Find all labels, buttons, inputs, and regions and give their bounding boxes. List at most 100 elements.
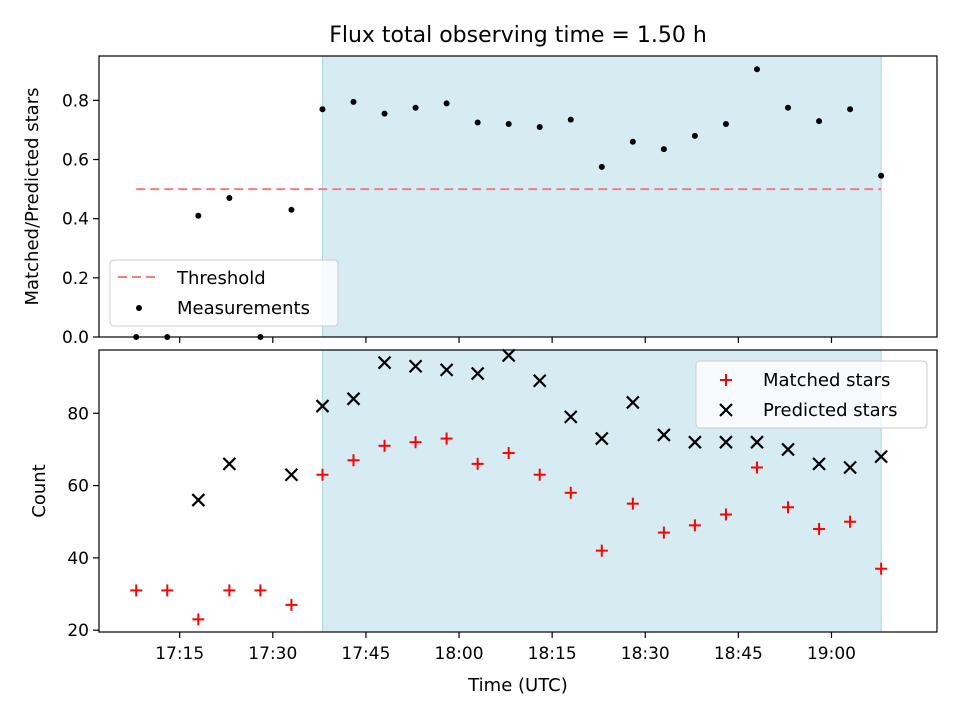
measurement-point (350, 98, 357, 105)
y-tick-label: 80 (67, 404, 89, 424)
legend-measurements-label: Measurements (177, 298, 310, 319)
matched-star-point (254, 584, 267, 597)
legend-matched-label: Matched stars (763, 370, 890, 391)
y-tick-label: 20 (67, 621, 89, 641)
legend-predicted-swatch (719, 403, 733, 417)
count-plot-frame (98, 349, 938, 633)
y-tick-label: 60 (67, 477, 89, 497)
predicted-star-point (284, 467, 299, 482)
matched-star-point (285, 598, 298, 611)
matched-star-point (750, 461, 763, 474)
measurement-point (536, 123, 543, 130)
cross-stroke (657, 428, 671, 442)
matched-star-point (471, 457, 484, 470)
observing-window-shade (321, 55, 882, 338)
measurement-point (381, 110, 388, 117)
predicted-star-point (719, 435, 733, 449)
matched-star-point (875, 562, 888, 575)
predicted-star-point (843, 460, 857, 475)
measurement-point (785, 104, 792, 111)
cross-stroke (626, 395, 640, 410)
x-tick-label: 18:30 (621, 644, 670, 664)
matched-star-point (626, 497, 639, 510)
x-tick-label: 18:45 (714, 644, 763, 664)
y-tick-label: 0.0 (62, 328, 89, 348)
predicted-star-point (222, 457, 237, 471)
predicted-star-point (563, 410, 578, 424)
cross-stroke (315, 399, 330, 413)
predicted-star-point (626, 395, 640, 410)
count-legend-box (695, 360, 928, 429)
matched-star-point (782, 501, 795, 514)
measurement-point (722, 121, 729, 128)
count-x-ticks: 17:15 17:30 17:45 18:00 18:15 18:30 18:45 19:00 (155, 632, 856, 664)
x-axis-label: Time (UTC) (467, 675, 568, 696)
measurement-point (288, 206, 295, 213)
cross-stroke (781, 442, 795, 457)
predicted-star-point (439, 363, 454, 377)
measurement-point (691, 132, 698, 139)
count-y-axis-label: Count (29, 464, 50, 517)
predicted-star-point (874, 449, 888, 464)
measurement-point (598, 163, 605, 170)
x-tick-label: 18:15 (528, 644, 577, 664)
cross-stroke (595, 431, 609, 446)
matched-star-point (564, 486, 577, 499)
matched-star-point (316, 468, 329, 481)
predicted-star-point (781, 442, 795, 457)
cross-stroke (439, 363, 454, 377)
y-tick-label: 40 (67, 549, 89, 569)
matched-star-point (657, 526, 670, 539)
predicted-star-point (377, 355, 392, 370)
legend-threshold-label: Threshold (176, 268, 266, 289)
x-tick-label: 17:30 (248, 644, 297, 664)
cross-stroke (563, 410, 578, 424)
predicted-stars-points (191, 348, 888, 507)
cross-stroke (470, 366, 485, 381)
matched-star-point (719, 508, 732, 521)
matched-star-point (688, 519, 701, 532)
matched-star-point (409, 436, 422, 449)
matched-star-point (595, 544, 608, 557)
cross-stroke (874, 449, 888, 464)
predicted-star-point (346, 392, 361, 406)
x-tick-label: 17:45 (341, 644, 390, 664)
legend-matched-swatch (720, 374, 732, 386)
cross-stroke (346, 392, 361, 406)
x-tick-label: 18:00 (435, 644, 484, 664)
y-tick-label: 0.2 (62, 269, 89, 289)
measurement-point (443, 100, 450, 107)
count-legend: Matched stars Predicted stars (695, 360, 928, 429)
predicted-star-point (812, 457, 826, 471)
measurement-point (195, 212, 202, 219)
measurement-point (567, 116, 574, 123)
cross-stroke (532, 373, 547, 388)
matched-star-point (844, 515, 857, 528)
matched-star-point (130, 584, 143, 597)
cross-stroke (812, 457, 826, 471)
matched-star-point (192, 613, 205, 626)
x-tick-label: 17:15 (155, 644, 204, 664)
matched-star-point (533, 468, 546, 481)
matched-star-point (440, 432, 453, 445)
y-tick-label: 0.4 (62, 210, 89, 230)
cross-stroke (688, 435, 702, 449)
cross-stroke (719, 403, 733, 417)
predicted-star-point (532, 373, 547, 388)
measurement-point (878, 172, 885, 179)
measurement-point (319, 106, 326, 113)
measurement-point (474, 119, 481, 126)
legend-measurements-swatch (136, 305, 142, 311)
measurement-point (816, 118, 823, 125)
matched-star-point (347, 454, 360, 467)
chart-title: Flux total observing time = 1.50 h (329, 23, 707, 48)
ratio-legend: Threshold Measurements (109, 259, 339, 327)
predicted-star-point (191, 493, 206, 507)
predicted-star-point (408, 359, 423, 374)
measurement-point (412, 104, 419, 111)
measurement-point (226, 194, 233, 201)
y-tick-label: 0.6 (62, 151, 89, 171)
x-tick-label: 19:00 (807, 644, 856, 664)
